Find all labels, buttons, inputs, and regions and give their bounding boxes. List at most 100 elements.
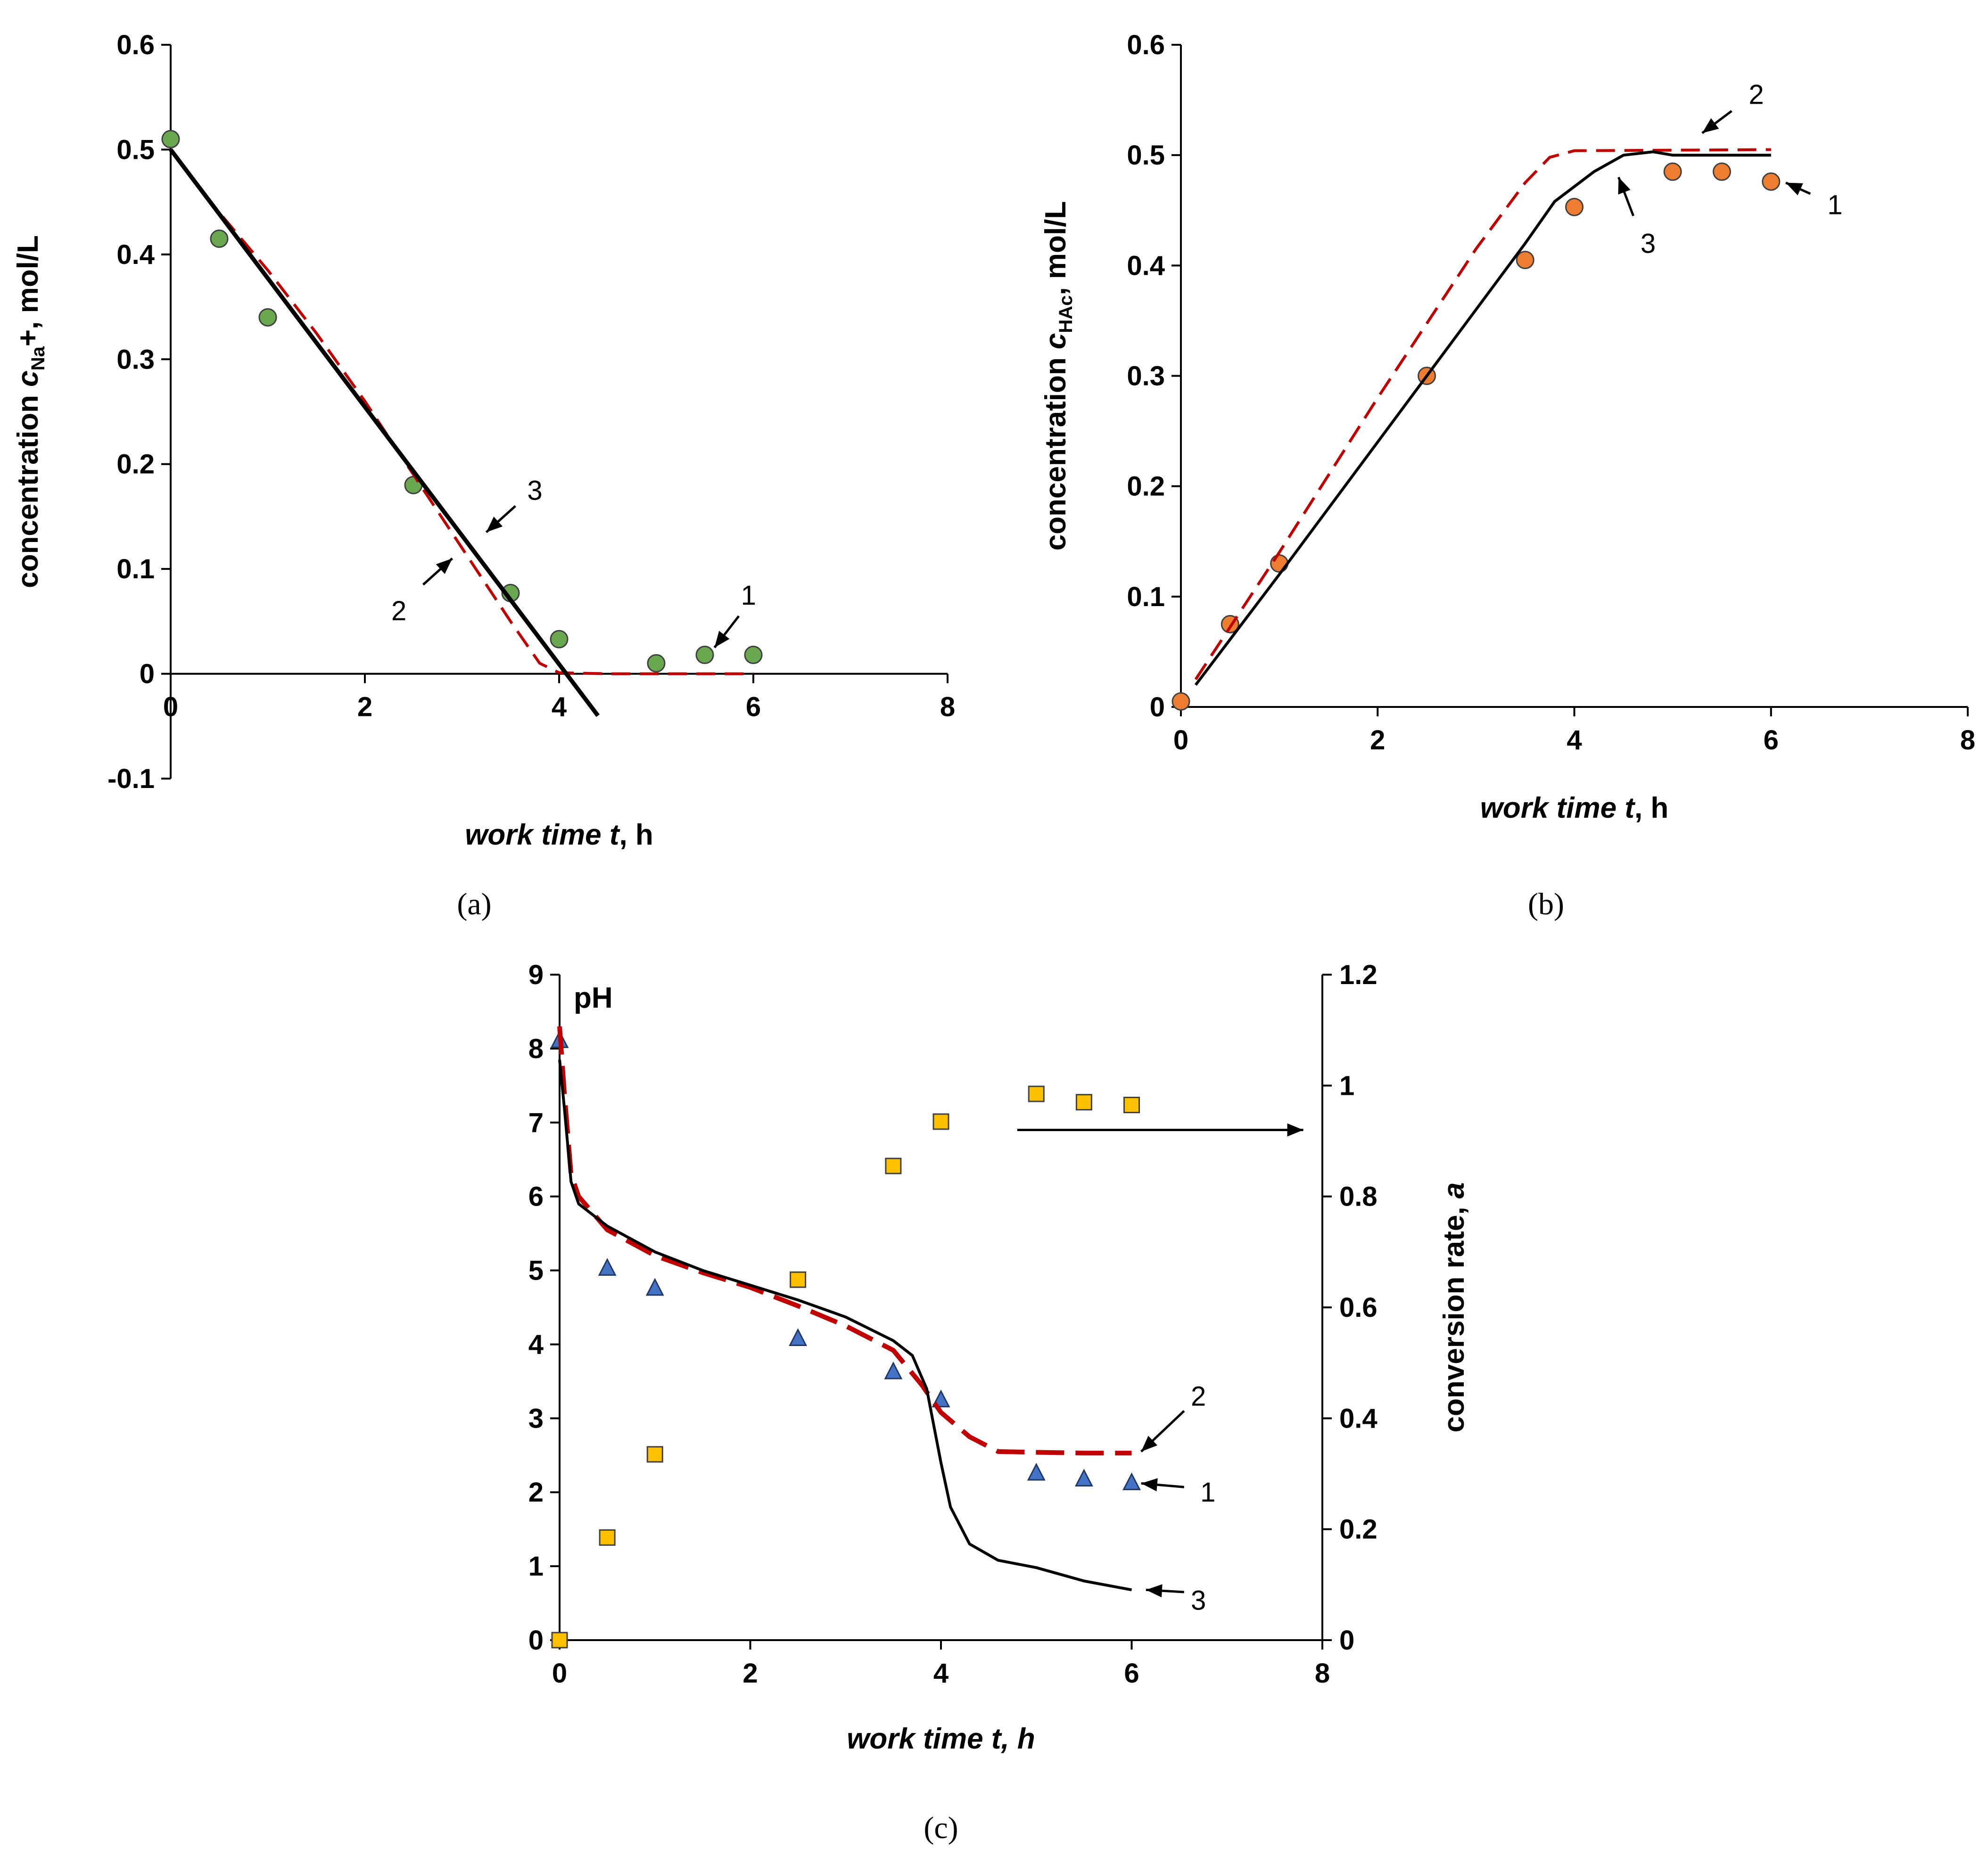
conversion-point — [1123, 1097, 1140, 1114]
series-1-point — [744, 646, 763, 665]
series-1-point — [645, 1278, 664, 1296]
series-1-point — [550, 630, 569, 649]
panel-label: (c) — [924, 1811, 958, 1845]
x-axis-label: work time t, h — [465, 819, 653, 851]
y-tick-label: 5 — [528, 1256, 544, 1286]
panel-label: (b) — [1528, 887, 1564, 921]
curve-label-1: 1 — [741, 580, 756, 611]
y-tick-label: 6 — [528, 1182, 544, 1212]
curve-arrow-1-head — [714, 631, 730, 648]
y-tick-label: -0.1 — [107, 764, 155, 794]
curve-arrow-3-head — [486, 517, 503, 533]
x-tick-label: 4 — [552, 692, 567, 723]
conversion-point — [1028, 1085, 1045, 1102]
series-3-line — [1194, 150, 1771, 686]
curve-label-1: 1 — [1827, 190, 1842, 221]
series-1-point — [884, 1361, 903, 1380]
curve-label-1: 1 — [1200, 1477, 1215, 1508]
series-3-line — [558, 1059, 1132, 1592]
x-tick-label: 0 — [552, 1658, 567, 1689]
y-tick-label: 0.4 — [1127, 250, 1165, 281]
curve-label-2: 2 — [1191, 1381, 1206, 1412]
y2-tick-label: 1 — [1339, 1070, 1354, 1101]
y-tick-label: 0.1 — [1127, 582, 1165, 612]
curve-label-3: 3 — [1191, 1585, 1206, 1616]
series-1-point — [1122, 1472, 1141, 1490]
conversion-point — [551, 1632, 568, 1649]
series-1-point — [789, 1328, 808, 1346]
series-1-point — [1171, 692, 1190, 711]
y-tick-label: 3 — [528, 1403, 544, 1434]
y-tick-label: 8 — [528, 1034, 544, 1064]
y2-tick-label: 0.2 — [1339, 1514, 1378, 1545]
y-tick-label: 0.6 — [1127, 30, 1165, 60]
y-tick-label: 0.5 — [116, 134, 155, 165]
curve-arrow-1-head — [1786, 182, 1803, 196]
x-tick-label: 8 — [1315, 1658, 1330, 1689]
y2-tick-label: 0 — [1339, 1625, 1354, 1656]
conversion-point — [790, 1271, 807, 1288]
y2-tick-label: 1.2 — [1339, 960, 1378, 990]
x-tick-label: 2 — [1370, 725, 1385, 755]
series-1-point — [1027, 1462, 1046, 1481]
conversion-point — [885, 1158, 902, 1174]
curve-label-3: 3 — [1641, 229, 1656, 259]
curve-arrow-3-head — [1618, 177, 1631, 195]
x-tick-label: 0 — [163, 692, 178, 723]
y-tick-label: 0.3 — [1127, 361, 1165, 392]
series-1-point — [210, 229, 229, 248]
y-tick-label: 0.5 — [1127, 140, 1165, 171]
panel-label: (a) — [457, 887, 491, 921]
curve-label-2: 2 — [1749, 79, 1764, 110]
series-2-line — [1194, 148, 1771, 681]
x-tick-label: 8 — [940, 692, 955, 723]
series-1-point — [695, 646, 714, 665]
chart-b: 0 0.1 0.2 0.3 0.4 0.5 0.6 0 2 4 6 8 work time t, h co… — [1039, 30, 1975, 921]
curve-arrow-1-head — [1141, 1478, 1158, 1492]
conversion-point — [932, 1113, 949, 1130]
y2-tick-label: 0.6 — [1339, 1292, 1378, 1323]
x-axis-label: work time t, h — [1480, 792, 1669, 824]
x-tick-label: 8 — [1960, 725, 1975, 755]
y2-axis-label: conversion rate, a — [1438, 1182, 1470, 1433]
series-1-point — [598, 1258, 617, 1276]
conversion-point — [599, 1529, 616, 1546]
curve-arrow-2-head — [1702, 118, 1719, 133]
y-tick-label: 4 — [528, 1329, 544, 1360]
y-axis-label: concentration cNa+, mol/L — [12, 235, 49, 588]
curve-arrow-2-head — [1141, 1436, 1158, 1452]
series-1-point — [1516, 251, 1534, 270]
y-tick-label: 7 — [528, 1108, 544, 1138]
y-tick-label: 0.2 — [1127, 471, 1165, 502]
x-tick-label: 4 — [933, 1658, 949, 1689]
conversion-axis-arrow-head — [1287, 1123, 1303, 1137]
y-axis-label: concentration cHAc, mol/L — [1039, 201, 1076, 550]
y2-tick-label: 0.4 — [1339, 1403, 1378, 1434]
y-tick-label: 0.1 — [116, 554, 155, 584]
series-1-point — [1712, 162, 1731, 181]
x-tick-label: 4 — [1567, 725, 1582, 755]
series-1-point — [1565, 197, 1584, 216]
x-tick-label: 2 — [357, 692, 372, 723]
x-tick-label: 6 — [1764, 725, 1779, 755]
x-axis-label: work time t, h — [847, 1723, 1035, 1755]
y-tick-label: 0.6 — [116, 30, 155, 60]
y-tick-label: 0 — [1150, 692, 1165, 723]
conversion-point — [1075, 1094, 1092, 1111]
y-tick-label: 0.3 — [116, 344, 155, 375]
series-1-point — [1270, 554, 1289, 573]
x-tick-label: 2 — [742, 1658, 758, 1689]
x-tick-label: 6 — [1124, 1658, 1139, 1689]
curve-label-2: 2 — [391, 596, 406, 626]
y-tick-label: 0.2 — [116, 449, 155, 480]
y-axis-label-ph: pH — [574, 982, 613, 1014]
y-tick-label: 2 — [528, 1477, 544, 1508]
series-1-point — [647, 654, 666, 673]
conversion-point — [646, 1446, 663, 1463]
curve-arrow-3-head — [1146, 1584, 1163, 1598]
x-tick-label: 0 — [1173, 725, 1188, 755]
series-3-line — [169, 148, 600, 717]
series-1-point — [161, 130, 180, 148]
